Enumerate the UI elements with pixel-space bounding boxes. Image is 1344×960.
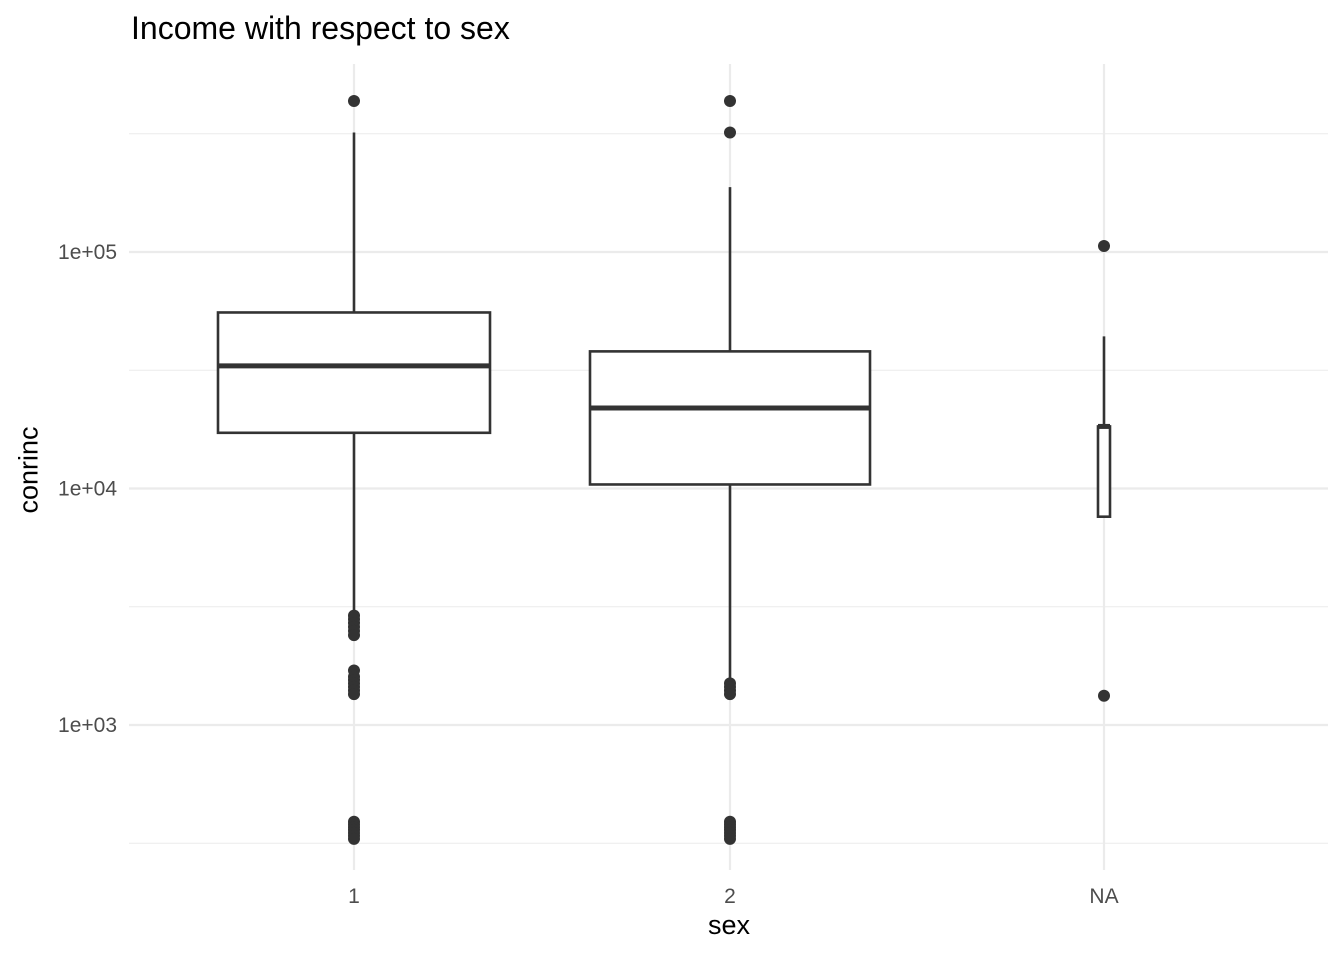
box-body	[1096, 425, 1112, 518]
x-tick-label: 2	[724, 885, 736, 908]
outlier-point	[1098, 689, 1110, 702]
tick-layer: 1e+03 1e+04 1e+05 1 2 NA	[58, 241, 1119, 908]
box-NA	[1096, 240, 1112, 702]
box-layer	[216, 94, 1112, 845]
outlier-point	[1098, 240, 1110, 253]
y-tick-label: 1e+04	[58, 478, 117, 501]
y-tick-label: 1e+05	[58, 241, 117, 264]
y-axis-title: conrinc	[13, 426, 44, 514]
outlier-point	[348, 94, 360, 107]
outlier-point	[724, 94, 736, 107]
outlier-point	[348, 629, 360, 642]
box-1	[216, 94, 492, 845]
box-2	[588, 94, 872, 845]
y-tick-label: 1e+03	[58, 714, 117, 737]
outlier-point	[348, 832, 360, 845]
outlier-point	[724, 688, 736, 701]
x-tick-label: NA	[1089, 885, 1118, 908]
chart-title: Income with respect to sex	[131, 10, 510, 46]
outlier-point	[724, 126, 736, 139]
box-body	[588, 350, 872, 486]
outlier-point	[348, 688, 360, 701]
x-tick-label: 1	[348, 885, 360, 908]
outlier-point	[724, 832, 736, 845]
x-axis-title: sex	[707, 910, 751, 940]
box-body	[216, 311, 492, 435]
